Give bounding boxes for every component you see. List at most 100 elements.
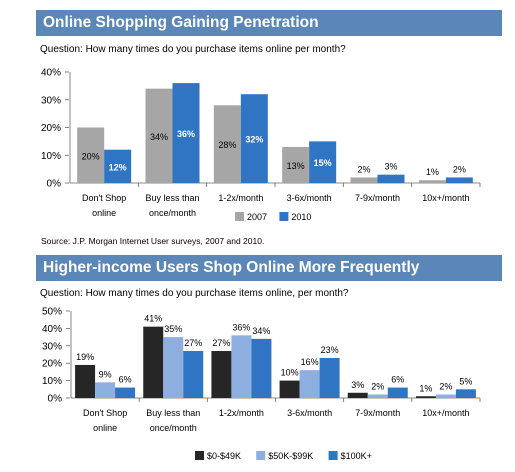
chart1-data-label: 1% bbox=[426, 167, 439, 177]
chart2-legend-label: $50K-$99K bbox=[268, 451, 313, 461]
chart2-bar bbox=[75, 364, 96, 398]
chart1-bar bbox=[104, 149, 132, 183]
chart1-ytick-label: 30% bbox=[41, 95, 61, 106]
chart1-bar bbox=[350, 177, 378, 183]
chart2-data-label: 2% bbox=[439, 382, 452, 392]
chart2-bar bbox=[95, 382, 116, 398]
chart2-data-label: 35% bbox=[164, 324, 182, 334]
chart2-data-label: 19% bbox=[76, 352, 94, 362]
chart2-bar bbox=[299, 370, 320, 398]
chart2-data-label: 16% bbox=[301, 357, 319, 367]
chart2-ytick-label: 40% bbox=[42, 324, 62, 335]
chart1-bar bbox=[145, 88, 173, 183]
chart1-category-label: 10x+/month bbox=[422, 193, 469, 203]
chart2-data-label: 36% bbox=[232, 322, 250, 332]
chart1-data-label: 2% bbox=[453, 164, 466, 174]
chart2-bar bbox=[279, 380, 300, 398]
chart2-bar bbox=[455, 389, 476, 398]
chart1-ytick-label: 20% bbox=[41, 123, 61, 134]
chart2-data-label: 5% bbox=[459, 376, 472, 386]
chart2-bar bbox=[143, 326, 164, 398]
chart1-data-label: 13% bbox=[287, 161, 305, 171]
chart2-bar bbox=[251, 338, 272, 398]
chart2-data-label: 10% bbox=[281, 368, 299, 378]
chart1-banner-title: Online Shopping Gaining Penetration bbox=[36, 10, 502, 36]
chart1-category-label: 3-6x/month bbox=[287, 193, 332, 203]
chart1-bar bbox=[445, 177, 473, 183]
chart2-legend-label: $0-$49K bbox=[207, 451, 241, 461]
chart2-bar bbox=[211, 351, 232, 398]
chart2-data-label: 23% bbox=[321, 345, 339, 355]
chart2-category-label: Don't Shop bbox=[83, 408, 127, 418]
chart1-ytick-label: 10% bbox=[41, 151, 61, 162]
chart1-bar bbox=[282, 146, 310, 183]
chart2-category-label: 3-6x/month bbox=[287, 408, 332, 418]
chart1-category-label: once/month bbox=[149, 208, 196, 218]
chart2-legend-label: $100K+ bbox=[341, 451, 372, 461]
chart1-data-label: 20% bbox=[82, 151, 100, 161]
chart1-legend-swatch bbox=[235, 212, 244, 221]
chart1-ytick-label: 0% bbox=[47, 179, 62, 190]
chart1-legend-swatch bbox=[279, 212, 289, 221]
chart2-ytick-label: 0% bbox=[48, 394, 63, 405]
chart2-category-label: once/month bbox=[150, 423, 197, 433]
chart2-ytick-label: 20% bbox=[42, 359, 62, 370]
chart2-data-label: 3% bbox=[351, 380, 364, 390]
chart2-bar bbox=[367, 394, 388, 398]
chart1-data-label: 2% bbox=[357, 164, 370, 174]
chart2-data-label: 6% bbox=[391, 375, 404, 385]
chart2-data-label: 2% bbox=[371, 382, 384, 392]
chart1-category-label: online bbox=[92, 208, 116, 218]
chart1-ytick-label: 40% bbox=[41, 68, 61, 79]
chart2-category-label: 7-9x/month bbox=[355, 408, 400, 418]
chart1-data-label: 34% bbox=[150, 132, 168, 142]
chart1-data-label: 3% bbox=[384, 162, 397, 172]
chart2-bar bbox=[387, 387, 408, 398]
chart1-category-label: 7-9x/month bbox=[355, 193, 400, 203]
chart1-source: Source: J.P. Morgan Internet User survey… bbox=[41, 236, 265, 246]
chart2-category-label: 10x+/month bbox=[422, 408, 469, 418]
chart2-data-label: 34% bbox=[252, 326, 270, 336]
chart2-bar bbox=[183, 351, 204, 398]
chart1-category-label: 1-2x/month bbox=[218, 193, 263, 203]
chart1-bar bbox=[77, 127, 105, 183]
chart2-legend-swatch bbox=[328, 451, 338, 460]
chart1-bar bbox=[418, 180, 446, 183]
chart2-bar bbox=[435, 394, 456, 398]
chart2-legend-swatch bbox=[256, 451, 266, 460]
chart1-category-label: Don't Shop bbox=[82, 193, 126, 203]
chart2-bar bbox=[163, 337, 184, 398]
chart2-banner-title: Higher-income Users Shop Online More Fre… bbox=[36, 255, 502, 281]
chart2-data-label: 27% bbox=[212, 338, 230, 348]
chart2-data-label: 6% bbox=[119, 375, 132, 385]
chart2-category-label: 1-2x/month bbox=[219, 408, 264, 418]
chart1-category-label: Buy less than bbox=[145, 193, 199, 203]
chart1-legend-label: 2010 bbox=[291, 212, 311, 222]
chart2-bar bbox=[115, 387, 136, 398]
chart1-bar bbox=[213, 105, 241, 183]
chart1-data-label: 36% bbox=[177, 129, 195, 139]
chart1-data-label: 12% bbox=[109, 162, 127, 172]
chart2-bar bbox=[347, 392, 368, 398]
chart2-category-label: online bbox=[93, 423, 117, 433]
chart1-data-label: 28% bbox=[218, 140, 236, 150]
chart2-question: Question: How many times do you purchase… bbox=[40, 288, 349, 299]
chart2-bar bbox=[319, 357, 340, 398]
chart2-category-label: Buy less than bbox=[146, 408, 200, 418]
chart2-data-label: 9% bbox=[99, 369, 112, 379]
chart2-ytick-label: 10% bbox=[42, 376, 62, 387]
chart2-data-label: 41% bbox=[144, 314, 162, 324]
chart2-data-label: 27% bbox=[184, 338, 202, 348]
chart1-bar bbox=[172, 83, 200, 183]
chart1-data-label: 15% bbox=[314, 158, 332, 168]
chart2-ytick-label: 50% bbox=[42, 307, 62, 318]
chart1-legend-label: 2007 bbox=[247, 212, 267, 222]
chart1-data-label: 32% bbox=[245, 135, 263, 145]
chart2-bar bbox=[231, 335, 252, 398]
chart2-ytick-label: 30% bbox=[42, 341, 62, 352]
chart2-bar bbox=[415, 396, 436, 398]
chart1: 0% 10% 20% 30% 40% Don't Shop online 20% 12% Buy … bbox=[41, 68, 481, 222]
chart1-bar bbox=[377, 174, 405, 183]
chart2-legend-swatch bbox=[195, 451, 204, 460]
